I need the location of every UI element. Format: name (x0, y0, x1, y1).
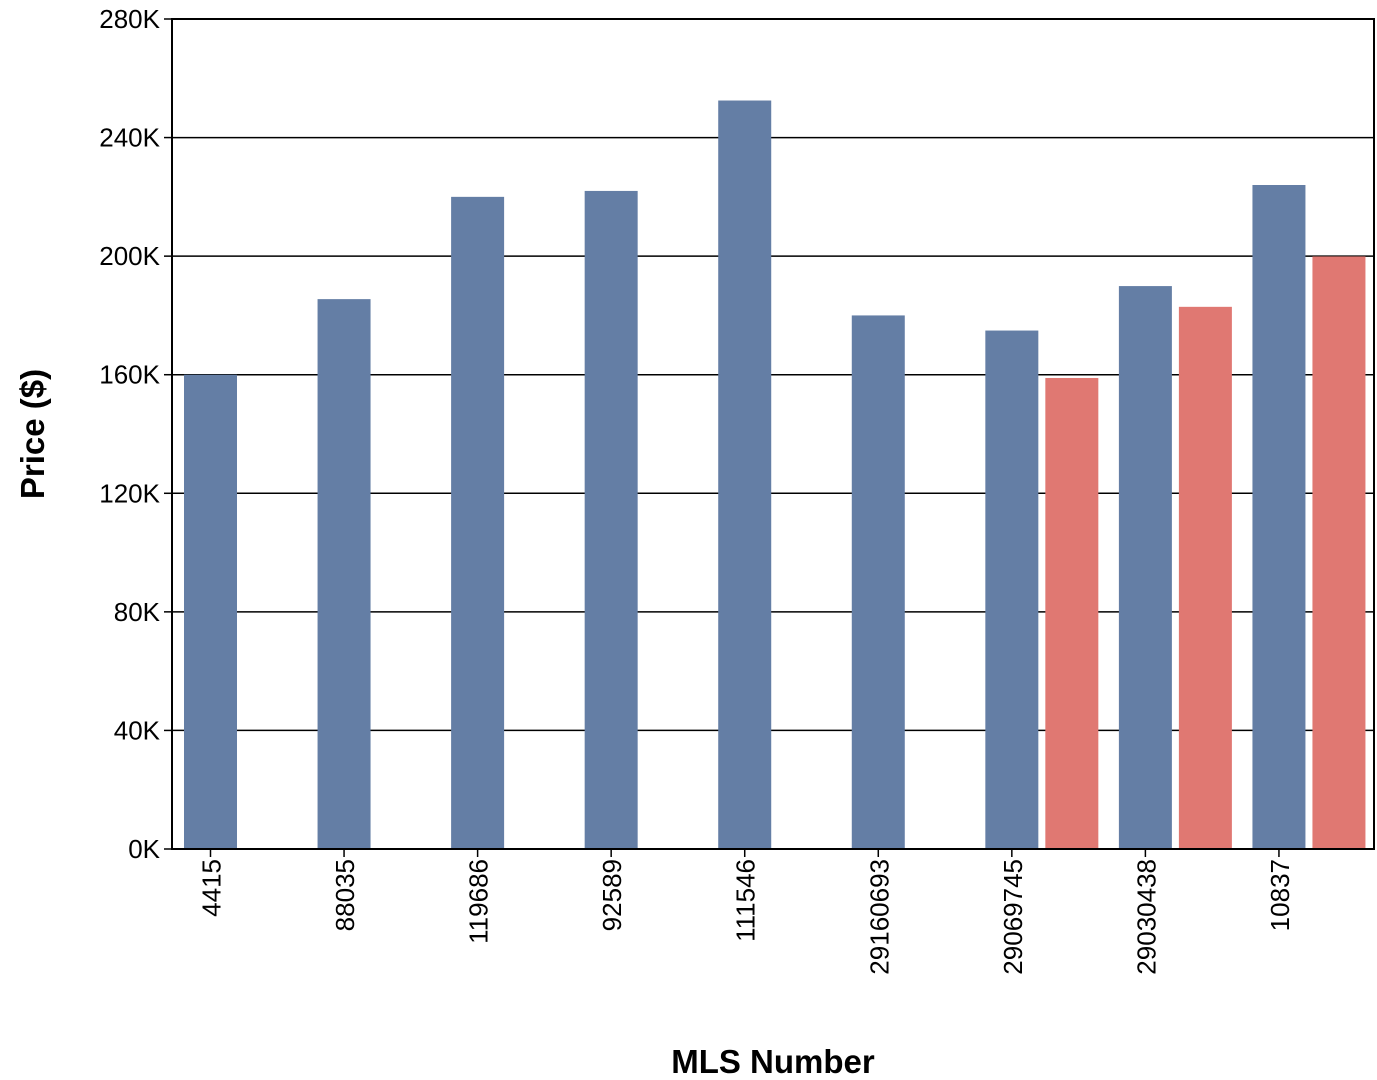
y-tick-label: 240K (99, 123, 160, 153)
x-tick-label: 10837 (1265, 859, 1295, 931)
y-tick-label: 200K (99, 241, 160, 271)
x-tick-label: 119686 (464, 859, 494, 944)
y-tick-label: 160K (99, 360, 160, 390)
x-tick-label: 88035 (330, 859, 360, 931)
x-tick-label: 111546 (731, 859, 761, 942)
x-axis-title: MLS Number (671, 1043, 875, 1080)
bar (1118, 286, 1172, 849)
bar (851, 315, 905, 849)
y-axis-ticks: 0K 40K 80K 120K 160K 200K 240K 280K (99, 4, 172, 864)
x-tick-label: 29160693 (864, 859, 894, 975)
bars (184, 100, 1366, 850)
y-tick-label: 280K (99, 4, 160, 34)
y-tick-label: 0K (128, 834, 160, 864)
bar (1312, 256, 1366, 849)
bar (718, 100, 772, 849)
bar (1045, 377, 1099, 849)
bar (317, 299, 371, 849)
y-tick-label: 120K (99, 478, 160, 508)
x-tick-label: 4415 (197, 859, 227, 917)
plot-frame (171, 18, 1375, 850)
bar (184, 374, 237, 849)
bar (584, 190, 638, 849)
x-tick-label: 29069745 (998, 859, 1028, 975)
x-axis-ticks: 4415 88035 119686 92589 111546 29160693 290697… (197, 849, 1295, 975)
bar (451, 196, 505, 849)
x-tick-label: 92589 (597, 859, 627, 931)
bar (1252, 185, 1306, 849)
bar (985, 330, 1039, 850)
bar (1178, 306, 1232, 849)
gridlines (172, 18, 1374, 850)
y-axis-title: Price ($) (14, 369, 51, 499)
x-tick-label: 29030438 (1131, 859, 1161, 975)
y-tick-label: 40K (114, 715, 161, 745)
y-tick-label: 80K (114, 597, 161, 627)
